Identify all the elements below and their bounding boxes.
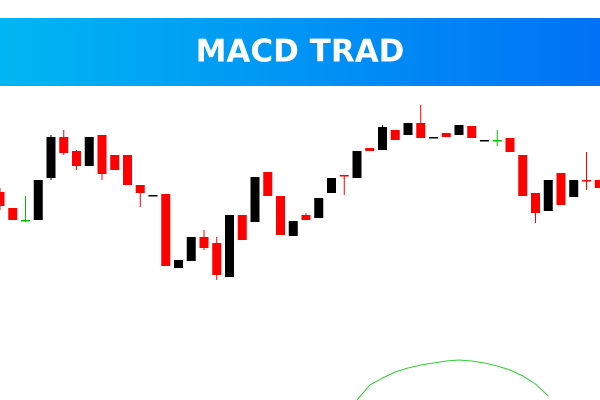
candle-body: [84, 137, 94, 166]
candle-body: [110, 155, 120, 170]
candle-body: [199, 237, 209, 248]
candle-body: [0, 192, 5, 206]
candle-body: [148, 195, 158, 197]
candle-body: [161, 194, 171, 266]
candle-body: [237, 215, 247, 240]
candle-body: [8, 208, 18, 220]
candle-body: [352, 151, 362, 178]
candle-body: [174, 260, 183, 268]
candle-body: [441, 133, 451, 137]
candle-body: [21, 220, 30, 222]
chart-title: MACD TRAD: [196, 34, 405, 70]
candle-body: [225, 215, 234, 277]
candle-body: [301, 215, 311, 220]
candle-body: [518, 155, 528, 196]
candle-body: [33, 180, 43, 220]
candle-body: [135, 185, 145, 193]
candle-body: [72, 151, 81, 166]
candle-body: [314, 198, 324, 218]
candle-body: [327, 178, 336, 193]
candle-body: [263, 172, 273, 196]
candle-body: [378, 127, 387, 150]
candle-body: [543, 180, 553, 211]
title-banner: [0, 18, 600, 86]
candle-body: [556, 173, 566, 205]
candle-body: [403, 123, 413, 135]
candle-body: [365, 148, 375, 151]
candle-body: [467, 126, 477, 138]
candle-body: [454, 125, 464, 135]
candle-body: [582, 180, 591, 182]
candle-body: [46, 137, 56, 178]
candle-body: [339, 175, 349, 177]
candle-body: [59, 137, 69, 153]
candle-body: [480, 140, 489, 142]
candle-body: [505, 138, 515, 152]
candle-body: [97, 135, 107, 174]
candle-body: [390, 130, 400, 140]
candle-body: [288, 221, 298, 236]
candle-body: [531, 193, 540, 213]
indicator-line: [356, 359, 549, 400]
candle-body: [212, 243, 222, 275]
candle-body: [123, 155, 132, 185]
candle-body: [416, 123, 426, 138]
candle-body: [429, 137, 438, 139]
candle-body: [594, 180, 600, 188]
candle-body: [186, 237, 196, 261]
candle-body: [569, 180, 579, 197]
candle-body: [250, 177, 260, 222]
candle-body: [492, 140, 502, 142]
candle-body: [276, 196, 285, 235]
